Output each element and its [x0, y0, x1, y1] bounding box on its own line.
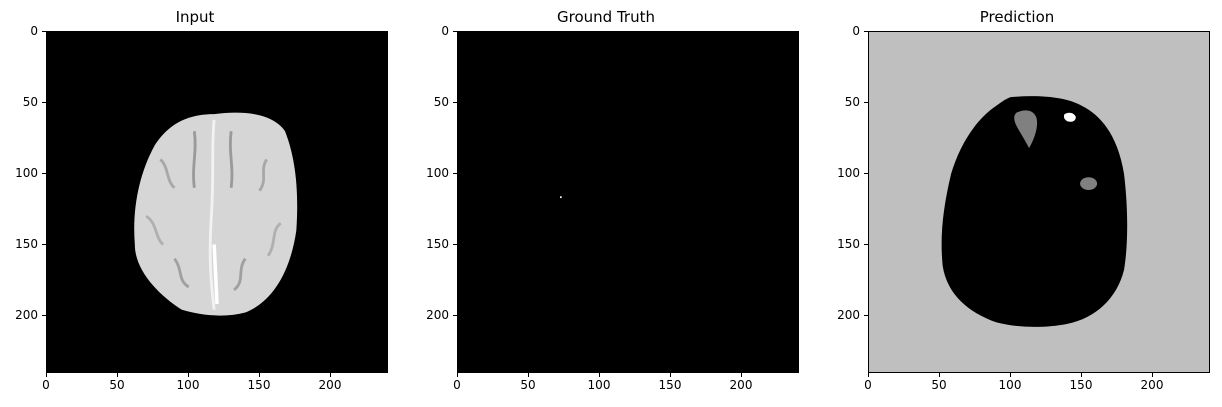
x-tick-mark: [670, 373, 671, 377]
y-tick-label: 0: [30, 24, 38, 38]
x-tick-label: 150: [1069, 378, 1093, 392]
panel-prediction: Prediction 0 50 100 150 200 0 50 100 150…: [822, 0, 1212, 407]
y-tick-label: 0: [852, 24, 860, 38]
x-tick-label: 0: [864, 378, 872, 392]
x-tick-mark: [939, 373, 940, 377]
panel-title: Prediction: [979, 8, 1055, 26]
image-ground-truth: [457, 31, 799, 373]
y-tick-mark: [453, 315, 457, 316]
x-tick-label: 100: [998, 378, 1022, 392]
y-tick-mark: [453, 102, 457, 103]
x-tick-label: 150: [247, 378, 271, 392]
x-tick-label: 50: [109, 378, 125, 392]
y-tick-mark: [864, 102, 868, 103]
y-tick-label: 50: [844, 95, 860, 109]
y-tick-mark: [42, 244, 46, 245]
x-tick-mark: [1081, 373, 1082, 377]
x-tick-mark: [457, 373, 458, 377]
panel-title: Input: [175, 8, 215, 26]
x-tick-mark: [599, 373, 600, 377]
x-tick-mark: [117, 373, 118, 377]
x-tick-mark: [1010, 373, 1011, 377]
y-tick-label: 50: [22, 95, 38, 109]
x-tick-label: 200: [1140, 378, 1164, 392]
prediction-mask-image: [869, 32, 1209, 372]
x-tick-mark: [46, 373, 47, 377]
x-tick-label: 0: [453, 378, 461, 392]
y-tick-label: 100: [15, 166, 38, 180]
y-tick-mark: [453, 244, 457, 245]
y-tick-mark: [864, 244, 868, 245]
y-tick-mark: [864, 315, 868, 316]
x-tick-mark: [1152, 373, 1153, 377]
x-tick-label: 100: [587, 378, 611, 392]
y-tick-mark: [42, 102, 46, 103]
x-tick-label: 0: [42, 378, 50, 392]
x-tick-mark: [528, 373, 529, 377]
y-tick-mark: [42, 315, 46, 316]
y-tick-label: 200: [426, 308, 449, 322]
y-tick-label: 0: [441, 24, 449, 38]
x-tick-mark: [259, 373, 260, 377]
y-tick-label: 100: [837, 166, 860, 180]
mri-slice-image: [47, 32, 387, 372]
y-tick-mark: [453, 31, 457, 32]
x-tick-mark: [741, 373, 742, 377]
x-tick-label: 150: [658, 378, 682, 392]
panel-input: Input 0 50 100 150 200 0 50 100 150 200: [0, 0, 390, 407]
image-prediction: [868, 31, 1210, 373]
y-tick-label: 150: [426, 237, 449, 251]
y-tick-mark: [864, 173, 868, 174]
x-tick-label: 50: [520, 378, 536, 392]
y-tick-label: 150: [15, 237, 38, 251]
image-input: [46, 31, 388, 373]
x-tick-label: 200: [729, 378, 753, 392]
x-tick-label: 50: [931, 378, 947, 392]
ground-truth-mask-image: [458, 32, 798, 372]
y-tick-label: 150: [837, 237, 860, 251]
y-tick-label: 200: [837, 308, 860, 322]
x-tick-mark: [188, 373, 189, 377]
x-tick-label: 200: [318, 378, 342, 392]
x-tick-label: 100: [176, 378, 200, 392]
panel-title: Ground Truth: [557, 8, 655, 26]
y-tick-mark: [864, 31, 868, 32]
y-tick-mark: [42, 31, 46, 32]
y-tick-label: 50: [433, 95, 449, 109]
x-tick-mark: [868, 373, 869, 377]
y-tick-mark: [42, 173, 46, 174]
y-tick-label: 200: [15, 308, 38, 322]
y-tick-label: 100: [426, 166, 449, 180]
y-tick-mark: [453, 173, 457, 174]
x-tick-mark: [330, 373, 331, 377]
panel-ground-truth: Ground Truth 0 50 100 150 200 0 50 100 1…: [411, 0, 801, 407]
